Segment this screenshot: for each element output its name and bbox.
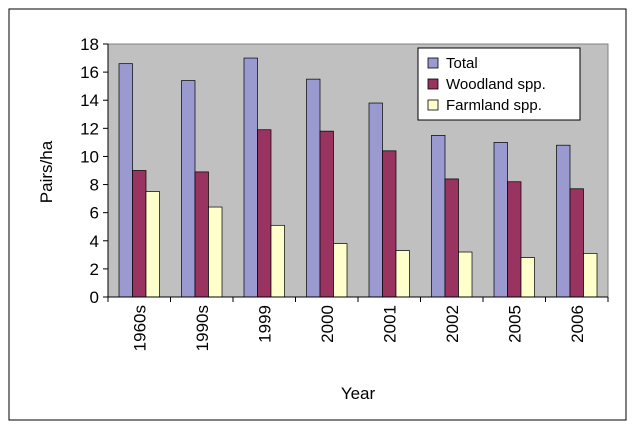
bar-farmland-spp (333, 243, 348, 298)
y-tick-label: 2 (90, 260, 99, 279)
bar-total (243, 57, 258, 298)
bar-farmland-spp (395, 250, 410, 298)
bar-woodland-spp (569, 188, 584, 298)
legend-label: Woodland spp. (446, 76, 546, 93)
x-tick-label: 2005 (505, 305, 524, 343)
legend-swatch (427, 78, 439, 90)
x-tick-label: 1999 (255, 305, 274, 343)
x-tick-label: 2006 (568, 305, 587, 343)
legend-label: Farmland spp. (446, 97, 542, 114)
x-tick-label: 2000 (318, 305, 337, 343)
legend-label: Total (446, 55, 478, 72)
bar-woodland-spp (257, 129, 272, 298)
y-tick-label: 4 (90, 232, 99, 251)
y-tick-label: 14 (80, 91, 99, 110)
legend: Total Woodland spp. Farmland spp. (417, 47, 581, 121)
x-tick-label: 2001 (380, 305, 399, 343)
bar-woodland-spp (507, 181, 522, 298)
bar-farmland-spp (520, 257, 535, 298)
y-tick-label: 12 (80, 119, 99, 138)
bar-total (556, 144, 571, 298)
y-tick-label: 6 (90, 204, 99, 223)
x-tick-label: 2002 (443, 305, 462, 343)
bar-farmland-spp (458, 251, 473, 298)
legend-swatch (427, 57, 439, 69)
y-tick-label: 16 (80, 63, 99, 82)
y-tick-label: 0 (90, 288, 99, 307)
bar-woodland-spp (194, 171, 209, 298)
bar-total (431, 135, 446, 298)
x-tick-label: 1990s (193, 305, 212, 351)
bar-farmland-spp (270, 224, 285, 298)
bar-total (306, 78, 321, 298)
x-axis-label: Year (341, 384, 376, 403)
y-axis-label: Pairs/ha (37, 140, 56, 203)
bar-woodland-spp (319, 130, 334, 298)
bar-total (118, 63, 133, 298)
legend-box (417, 47, 581, 121)
bar-woodland-spp (382, 150, 397, 298)
bar-total (181, 80, 196, 298)
bar-woodland-spp (444, 178, 459, 298)
bar-farmland-spp (583, 253, 598, 298)
bars (118, 57, 598, 298)
x-tick-label: 1960s (130, 305, 149, 351)
y-tick-label: 8 (90, 176, 99, 195)
legend-swatch (427, 99, 439, 111)
bar-farmland-spp (208, 206, 223, 298)
x-axis-ticks: 1960s 1990s 1999 2000 2001 2002 2005 2006 (107, 297, 609, 351)
y-tick-label: 10 (80, 147, 99, 166)
bar-total (368, 102, 383, 298)
y-tick-label: 18 (80, 35, 99, 54)
bar-woodland-spp (132, 170, 147, 298)
y-axis-ticks: 0 2 4 6 8 10 12 14 16 18 (80, 35, 108, 307)
bar-total (493, 142, 508, 298)
bar-farmland-spp (145, 191, 160, 298)
